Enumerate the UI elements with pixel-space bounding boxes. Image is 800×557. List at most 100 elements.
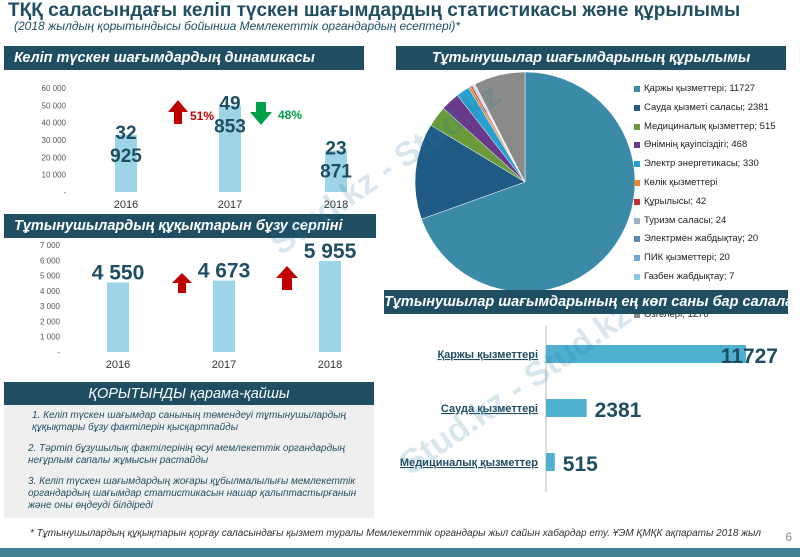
legend-label: Медициналық қызметтер; 515 — [644, 120, 776, 132]
y-tick-label: 5 000 — [40, 272, 61, 281]
legend-label: Өзгелері; 1270 — [644, 308, 709, 320]
x-tick-label: 2016 — [114, 199, 138, 211]
legend-item: Сауда қызметі саласы; 2381 — [634, 102, 799, 121]
x-tick-label: 2018 — [318, 359, 342, 371]
arrow-up-icon — [172, 273, 192, 293]
bar — [546, 345, 746, 363]
legend-swatch — [634, 142, 640, 149]
arrow-down-icon — [250, 102, 272, 125]
bar — [325, 150, 347, 192]
data-label: 5 955 — [304, 240, 357, 263]
y-tick-label: 60 000 — [42, 84, 67, 93]
conclusion-box: 1. Келіп түскен шағымдар санының төменде… — [4, 405, 374, 518]
y-tick-label: 20 000 — [42, 153, 67, 162]
y-tick-label: - — [63, 188, 66, 197]
bar — [213, 280, 235, 352]
annotation-label: 48% — [278, 108, 302, 122]
legend-label: Көлік қызметтері — [644, 176, 718, 188]
bar — [319, 260, 341, 352]
y-tick-label: 6 000 — [40, 256, 61, 265]
legend-item: Өзгелері; 1270 — [634, 309, 799, 328]
page-number: 6 — [785, 530, 792, 544]
structure-banner: Тұтынушылар шағымдарының құрылымы — [396, 46, 786, 70]
structure-pie-chart — [414, 71, 635, 290]
data-label: 4 550 — [92, 261, 145, 284]
pie-slice — [414, 124, 526, 220]
legend-item: ПИК қызметтері; 20 — [634, 252, 799, 271]
bar — [115, 134, 137, 192]
bar — [546, 453, 555, 471]
legend-item: Медициналық қызметтер; 515 — [634, 121, 799, 140]
data-label: 871 — [320, 162, 352, 183]
top-sectors-banner: Тұтынушылар шағымдарының ең көп саны бар… — [384, 290, 788, 314]
legend-label: Қаржы қызметтері; 11727 — [644, 83, 756, 94]
data-label: 515 — [563, 453, 598, 476]
legend-label: Туризм саласы; 24 — [644, 214, 727, 226]
legend-label: Құрылысы; 42 — [644, 195, 707, 207]
legend-label: Сауда қызметі саласы; 2381 — [644, 101, 769, 113]
legend-swatch — [634, 311, 640, 318]
data-label: 2381 — [595, 399, 642, 422]
legend-swatch — [634, 123, 640, 130]
footnote: * Тұтынушылардың құқықтарын қорғау салас… — [30, 528, 762, 539]
legend-item: Туризм саласы; 24 — [634, 215, 799, 234]
bar — [546, 399, 587, 417]
data-label: 49 — [219, 94, 240, 115]
y-tick-label: 10 000 — [42, 171, 67, 180]
data-label: 925 — [110, 146, 142, 167]
legend-item: Көлік қызметтері — [634, 177, 799, 196]
data-label: 23 — [325, 139, 346, 160]
legend-label: Өнімнің қауіпсіздігі; 468 — [644, 139, 748, 151]
legend-item: Электр энергетикасы; 330 — [634, 158, 799, 177]
arrow-up-icon — [168, 100, 188, 124]
bottom-bar — [0, 548, 800, 557]
legend-swatch — [634, 179, 640, 186]
legend-swatch — [634, 104, 640, 111]
y-tick-label: 40 000 — [42, 119, 67, 128]
x-tick-label: 2016 — [106, 359, 130, 371]
data-label: 853 — [214, 117, 246, 138]
legend-item: Электрмен жабдықтау; 20 — [634, 233, 799, 252]
violations-chart: - 1 000 2 000 3 000 4 000 5 000 6 000 7 000 2016… — [40, 240, 357, 371]
dynamics-chart: - 10 000 20 000 30 000 40 000 50 000 60 000 201… — [42, 84, 353, 211]
y-tick-label: 4 000 — [40, 287, 61, 296]
legend-label: Газбен жабдықтау; 7 — [644, 270, 735, 282]
data-label: 4 673 — [198, 260, 251, 283]
conclusion-banner: ҚОРЫТЫНДЫ қарама-қайшы — [4, 382, 374, 406]
violations-banner: Тұтынушылардың құқықтарын бұзу серпіні — [4, 214, 376, 238]
page-title: ТҚҚ саласындағы келіп түскен шағымдардың… — [8, 0, 741, 21]
legend-swatch — [634, 217, 640, 224]
conclusion-item-3: 3. Келіп түскен шағымдардың жоғары құбыл… — [28, 476, 357, 511]
legend-swatch — [634, 161, 640, 168]
category-label: Медициналық қызметтер — [400, 457, 538, 469]
annotation-label: 51% — [190, 109, 214, 123]
legend-swatch — [634, 236, 640, 243]
y-tick-label: 2 000 — [40, 317, 61, 326]
pie-slice — [421, 71, 635, 290]
legend-item: Қаржы қызметтері; 11727 — [634, 83, 799, 102]
legend-swatch — [634, 198, 640, 205]
x-tick-label: 2017 — [212, 359, 236, 371]
legend-label: Электрмен жабдықтау; 20 — [644, 233, 759, 245]
x-tick-label: 2018 — [324, 199, 348, 211]
arrow-up-icon — [276, 266, 298, 290]
legend-swatch — [634, 86, 640, 92]
x-tick-label: 2017 — [218, 199, 242, 211]
legend-item: Құрылысы; 42 — [634, 196, 799, 215]
legend-swatch — [634, 273, 640, 280]
legend-item: Газбен жабдықтау; 7 — [634, 271, 799, 290]
legend-item: Өнімнің қауіпсіздігі; 468 — [634, 139, 799, 158]
top-sectors-chart: Қаржы қызметтері 11727 Сауда қызметтері 238… — [400, 326, 778, 492]
legend-label: Электр энергетикасы; 330 — [644, 158, 759, 170]
y-tick-label: 7 000 — [40, 241, 61, 250]
y-tick-label: - — [57, 348, 60, 357]
data-label: 11727 — [721, 345, 778, 368]
category-label: Қаржы қызметтері — [437, 349, 538, 361]
bar — [219, 105, 241, 192]
category-label: Сауда қызметтері — [441, 403, 538, 415]
y-tick-label: 3 000 — [40, 302, 61, 311]
pie-slice — [474, 71, 526, 183]
y-tick-label: 1 000 — [40, 333, 61, 342]
y-tick-label: 50 000 — [42, 101, 67, 110]
y-tick-label: 30 000 — [42, 136, 67, 145]
